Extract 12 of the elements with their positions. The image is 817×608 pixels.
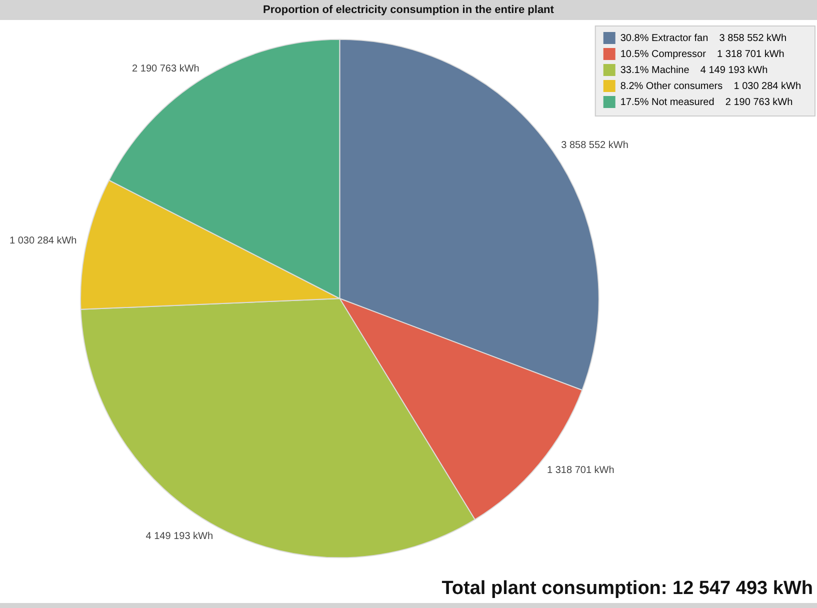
data-label: 3 858 552 kWh <box>561 140 628 152</box>
data-label: 1 030 284 kWh <box>9 236 77 247</box>
legend-label: 30.8% Extractor fan 3 858 552 kWh <box>620 32 787 44</box>
data-label: 2 190 763 kWh <box>132 64 200 75</box>
legend-label: 8.2% Other consumers 1 030 284 kWh <box>620 80 802 92</box>
chart-title: Proportion of electricity consumption in the entire plant <box>0 0 817 20</box>
legend-label: 33.1% Machine 4 149 193 kWh <box>620 64 768 76</box>
data-label: 1 318 701 kWh <box>547 464 614 476</box>
legend-label: 17.5% Not measured 2 190 763 kWh <box>620 96 793 108</box>
legend-label: 10.5% Compressor 1 318 701 kWh <box>620 48 784 60</box>
text: Total plant consumption: 12 547 493 kWh <box>442 578 813 600</box>
data-label: 4 149 193 kWh <box>146 530 214 542</box>
